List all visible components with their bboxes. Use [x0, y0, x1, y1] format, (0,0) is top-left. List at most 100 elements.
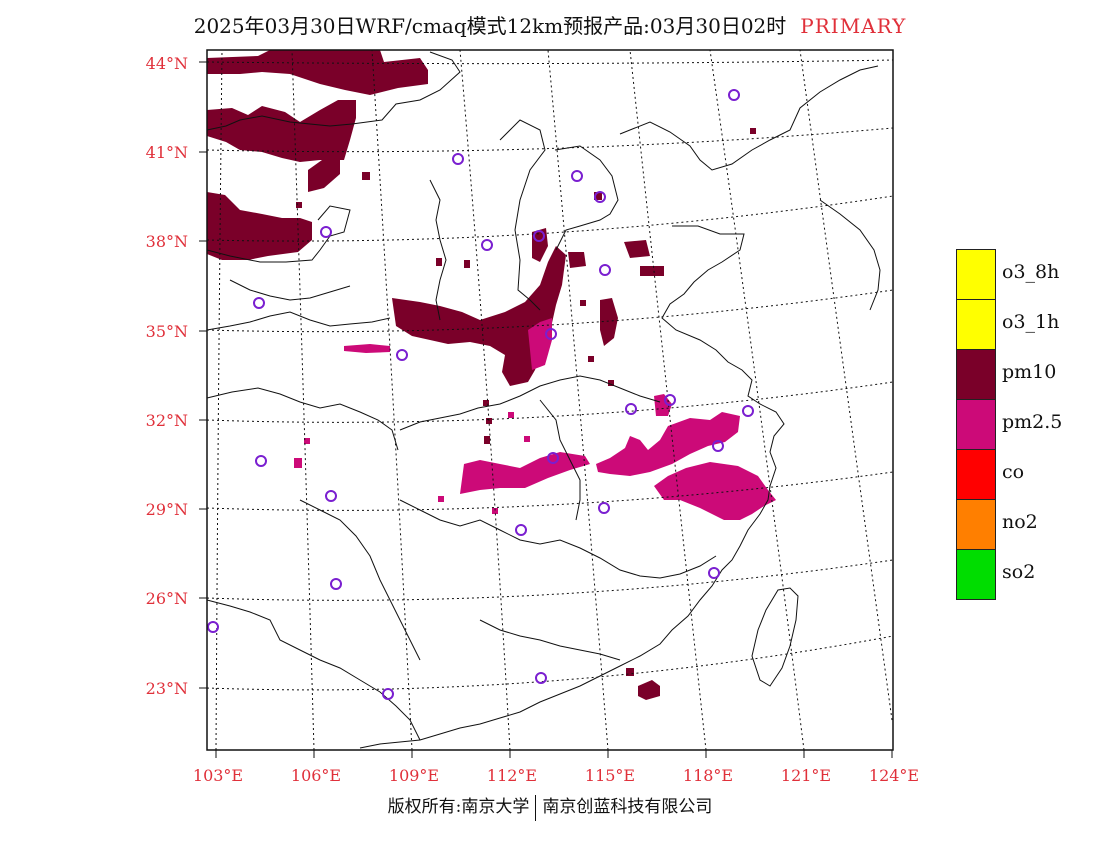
lon-gridline-121e — [709, 49, 805, 751]
station-marker — [452, 153, 464, 165]
lat-gridline-23n — [206, 635, 894, 691]
pm10-dot — [296, 202, 302, 208]
pm10-dot — [626, 668, 634, 676]
station-marker — [396, 349, 408, 361]
taiwan-outline — [751, 587, 799, 687]
boundary-line — [399, 499, 717, 579]
legend-label: pm2.5 — [1002, 411, 1063, 433]
boundary-line — [819, 199, 881, 311]
lon-label-109e: 109°E — [388, 766, 440, 785]
pm10-dot — [588, 356, 594, 362]
legend-label: co — [1002, 461, 1025, 483]
lon-gridline-112e — [459, 49, 511, 751]
boundary-line — [619, 65, 879, 171]
lon-gridline-109e — [371, 49, 413, 751]
lat-gridline-32n — [206, 381, 894, 423]
lon-label-124e: 124°E — [868, 766, 920, 785]
station-marker — [728, 89, 740, 101]
pm10-dot — [436, 258, 442, 266]
pm10-central-east — [600, 298, 618, 346]
station-marker — [625, 403, 637, 415]
pm25-dot — [492, 508, 498, 514]
pm10-areas — [207, 50, 756, 700]
boundary-line — [554, 145, 619, 251]
pm25-anhui — [654, 394, 672, 416]
station-marker — [547, 452, 559, 464]
pm10-dot — [594, 192, 602, 200]
boundary-line — [206, 205, 351, 263]
pm10-hebei-a — [624, 240, 650, 258]
station-marker — [571, 170, 583, 182]
boundary-line — [206, 387, 399, 451]
station-marker — [207, 621, 219, 633]
pm10-dot — [580, 300, 586, 306]
lat-label-26n: 26°N — [145, 589, 188, 608]
pm10-north-top — [207, 50, 428, 95]
pm25-dot — [524, 436, 530, 442]
pm25-yangtze-mid — [460, 452, 590, 494]
lon-gridline-115e — [547, 49, 609, 751]
lon-label-121e: 121°E — [780, 766, 832, 785]
lat-label-35n: 35°N — [145, 322, 188, 341]
pm25-west-strip — [344, 344, 390, 353]
boundary-line — [479, 619, 621, 661]
lon-gridlines — [215, 49, 893, 751]
legend-swatch — [956, 449, 996, 500]
pm10-dot — [483, 400, 489, 406]
legend-swatch — [956, 349, 996, 400]
station-marker — [599, 264, 611, 276]
pm10-hebei-b — [640, 266, 664, 276]
pm10-guangdong — [638, 680, 660, 700]
pm10-dot — [486, 418, 492, 424]
boundary-line — [499, 119, 546, 311]
pm10-dot — [484, 436, 490, 444]
station-marker — [712, 440, 724, 452]
lon-label-106e: 106°E — [290, 766, 342, 785]
boundary-line — [229, 279, 351, 301]
station-marker — [253, 297, 265, 309]
lat-label-41n: 41°N — [145, 143, 188, 162]
station-marker — [330, 578, 342, 590]
lat-label-38n: 38°N — [145, 232, 188, 251]
legend-swatch — [956, 249, 996, 300]
lat-gridlines — [206, 59, 894, 691]
pm10-central-band — [392, 246, 566, 386]
legend-label: pm10 — [1002, 361, 1057, 383]
pm25-dot — [304, 438, 310, 444]
boundary-line — [429, 179, 447, 321]
lon-label-103e: 103°E — [192, 766, 244, 785]
pm25-dot — [508, 412, 514, 418]
boundary-line — [399, 375, 661, 431]
pm10-dot — [362, 172, 370, 180]
coastline-and-borders — [206, 51, 881, 749]
legend-swatch — [956, 299, 996, 350]
pm10-north-spot — [308, 158, 340, 192]
station-marker — [594, 191, 606, 203]
pm25-dot — [294, 458, 302, 468]
station-marker — [533, 230, 545, 242]
monitoring-stations — [207, 89, 754, 700]
station-marker — [535, 672, 547, 684]
copyright-right: 南京创蓝科技有限公司 — [542, 797, 713, 817]
lon-gridline-103e — [215, 49, 223, 751]
copyright-left: 版权所有:南京大学 — [387, 797, 530, 817]
coastline — [359, 225, 785, 749]
title-main: 2025年03月30日WRF/cmaq模式12km预报产品:03月30日02时 — [193, 14, 787, 38]
station-marker — [515, 524, 527, 536]
station-marker — [742, 405, 754, 417]
legend-label: o3_8h — [1002, 261, 1060, 283]
copyright-separator — [535, 794, 537, 821]
station-marker — [664, 394, 676, 406]
station-marker — [481, 239, 493, 251]
pm25-areas — [294, 318, 776, 520]
station-marker — [325, 490, 337, 502]
boundary-line — [299, 499, 421, 661]
legend-label: so2 — [1002, 561, 1036, 583]
map-frame — [206, 49, 894, 751]
pm10-north-band — [207, 100, 356, 162]
boundary-line — [206, 599, 421, 741]
lon-label-115e: 115°E — [584, 766, 636, 785]
lon-label-112e: 112°E — [486, 766, 538, 785]
station-marker — [545, 328, 557, 340]
